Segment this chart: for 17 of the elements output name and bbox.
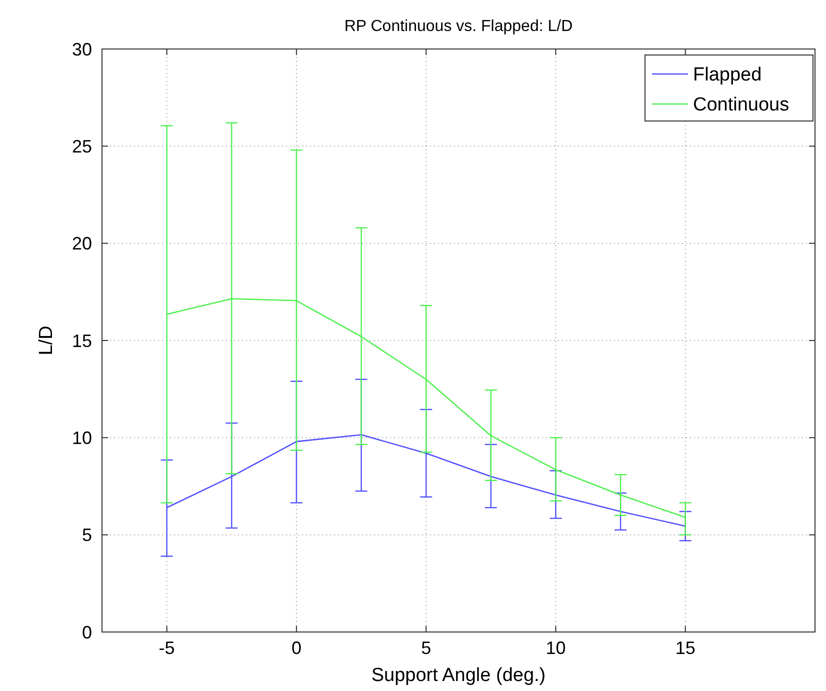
x-tick-label: -5: [158, 638, 175, 658]
legend-label: Continuous: [693, 94, 790, 116]
y-tick-label: 30: [72, 39, 92, 60]
chart-title: RP Continuous vs. Flapped: L/D: [344, 18, 573, 35]
x-tick-label: 10: [546, 638, 566, 658]
x-tick-label: 0: [291, 638, 302, 658]
y-tick-label: 25: [72, 136, 92, 156]
legend-label: Flapped: [693, 64, 762, 86]
y-tick-label: 20: [72, 234, 92, 254]
x-axis-title: Support Angle (deg.): [371, 665, 546, 686]
y-tick-label: 10: [72, 428, 92, 448]
y-axis-title: L/D: [36, 326, 57, 356]
x-tick-label: 5: [421, 638, 432, 658]
y-tick-label: 5: [82, 525, 92, 546]
x-tick-label: 15: [675, 638, 696, 658]
y-tick-label: 0: [82, 622, 92, 642]
y-tick-label: 15: [72, 330, 92, 351]
